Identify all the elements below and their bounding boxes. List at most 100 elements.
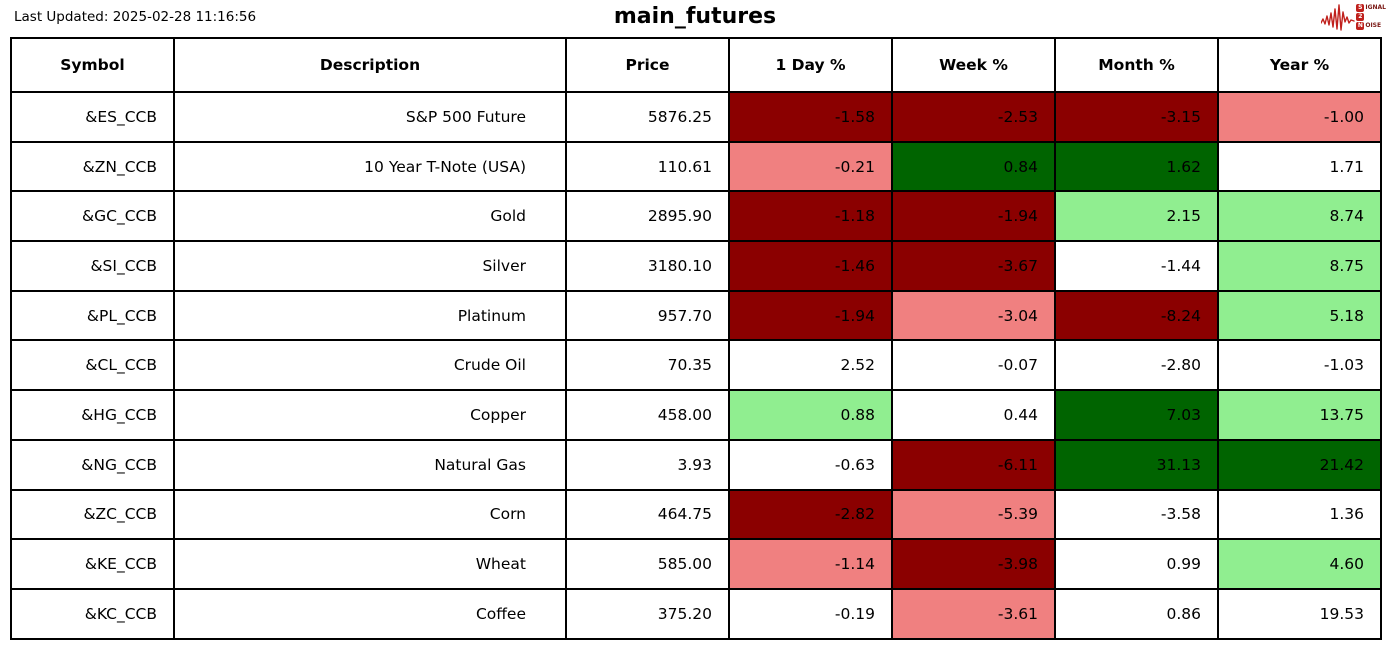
symbol-cell: &PL_CCB <box>10 289 175 342</box>
year-pct-cell: 21.42 <box>1217 438 1382 491</box>
page-title: main_futures <box>613 4 777 29</box>
description-cell: Gold <box>173 190 567 243</box>
month-pct-cell: -8.24 <box>1054 289 1219 342</box>
symbol-cell: &ES_CCB <box>10 91 175 143</box>
signal2noise-logo: S IGNAL 2 N OISE <box>1321 2 1386 32</box>
year-pct-cell: 13.75 <box>1217 389 1382 441</box>
week-pct-cell: -3.67 <box>891 240 1056 292</box>
year-pct-cell: 1.71 <box>1217 140 1382 193</box>
year-pct-cell: 19.53 <box>1217 587 1382 640</box>
month-pct-cell: -2.80 <box>1054 339 1219 392</box>
symbol-cell: &ZN_CCB <box>10 140 175 193</box>
week-pct-cell: -2.53 <box>891 91 1056 143</box>
week-pct-cell: -3.04 <box>891 289 1056 342</box>
logo-line-signal: S IGNAL <box>1356 4 1386 12</box>
day-pct-cell: -1.18 <box>728 190 893 243</box>
day-pct-cell: -1.94 <box>728 289 893 342</box>
symbol-cell: &KC_CCB <box>10 587 175 640</box>
month-pct-cell: 0.86 <box>1054 587 1219 640</box>
column-header-price: Price <box>565 37 730 93</box>
year-pct-cell: 4.60 <box>1217 538 1382 590</box>
month-pct-cell: 0.99 <box>1054 538 1219 590</box>
price-cell: 2895.90 <box>565 190 730 243</box>
price-cell: 464.75 <box>565 488 730 541</box>
symbol-cell: &GC_CCB <box>10 190 175 243</box>
description-cell: Platinum <box>173 289 567 342</box>
table-row: &KE_CCB Wheat 585.00 -1.14 -3.98 0.99 4.60 <box>10 538 1382 590</box>
description-cell: 10 Year T-Note (USA) <box>173 140 567 193</box>
description-cell: Natural Gas <box>173 438 567 491</box>
table-row: &ZC_CCB Corn 464.75 -2.82 -5.39 -3.58 1.36 <box>10 488 1382 541</box>
table-row: &GC_CCB Gold 2895.90 -1.18 -1.94 2.15 8.74 <box>10 190 1382 243</box>
table-row: &KC_CCB Coffee 375.20 -0.19 -3.61 0.86 19.53 <box>10 587 1382 640</box>
price-cell: 3.93 <box>565 438 730 491</box>
day-pct-cell: -2.82 <box>728 488 893 541</box>
price-cell: 3180.10 <box>565 240 730 292</box>
waveform-icon <box>1321 4 1356 31</box>
year-pct-cell: -1.03 <box>1217 339 1382 392</box>
description-cell: Silver <box>173 240 567 292</box>
week-pct-cell: -0.07 <box>891 339 1056 392</box>
table-row: &NG_CCB Natural Gas 3.93 -0.63 -6.11 31.13 21.… <box>10 438 1382 491</box>
symbol-cell: &CL_CCB <box>10 339 175 392</box>
month-pct-cell: 2.15 <box>1054 190 1219 243</box>
week-pct-cell: -1.94 <box>891 190 1056 243</box>
month-pct-cell: -3.15 <box>1054 91 1219 143</box>
last-updated-label: Last Updated: 2025-02-28 11:16:56 <box>14 9 257 25</box>
description-cell: Corn <box>173 488 567 541</box>
month-pct-cell: -3.58 <box>1054 488 1219 541</box>
price-cell: 375.20 <box>565 587 730 640</box>
year-pct-cell: 1.36 <box>1217 488 1382 541</box>
year-pct-cell: 8.75 <box>1217 240 1382 292</box>
description-cell: Coffee <box>173 587 567 640</box>
column-header-month: Month % <box>1054 37 1219 93</box>
year-pct-cell: 5.18 <box>1217 289 1382 342</box>
table-row: &HG_CCB Copper 458.00 0.88 0.44 7.03 13.75 <box>10 389 1382 441</box>
logo-rest-ignal: IGNAL <box>1365 4 1386 11</box>
day-pct-cell: 2.52 <box>728 339 893 392</box>
futures-table-body: &ES_CCB S&P 500 Future 5876.25 -1.58 -2.53 -3… <box>10 91 1382 640</box>
table-row: &PL_CCB Platinum 957.70 -1.94 -3.04 -8.24 5.18 <box>10 289 1382 342</box>
logo-letter-s: S <box>1356 4 1365 12</box>
week-pct-cell: 0.84 <box>891 140 1056 193</box>
logo-letter-n: N <box>1356 22 1365 30</box>
week-pct-cell: -5.39 <box>891 488 1056 541</box>
month-pct-cell: 1.62 <box>1054 140 1219 193</box>
day-pct-cell: -0.19 <box>728 587 893 640</box>
price-cell: 957.70 <box>565 289 730 342</box>
week-pct-cell: -3.61 <box>891 587 1056 640</box>
futures-table: Symbol Description Price 1 Day % Week % Month… <box>10 37 1382 640</box>
day-pct-cell: -1.46 <box>728 240 893 292</box>
price-cell: 585.00 <box>565 538 730 590</box>
table-row: &SI_CCB Silver 3180.10 -1.46 -3.67 -1.44 8.75 <box>10 240 1382 292</box>
week-pct-cell: -6.11 <box>891 438 1056 491</box>
month-pct-cell: -1.44 <box>1054 240 1219 292</box>
day-pct-cell: -1.14 <box>728 538 893 590</box>
description-cell: S&P 500 Future <box>173 91 567 143</box>
logo-line-noise: N OISE <box>1356 22 1386 30</box>
logo-line-2: 2 <box>1356 13 1386 21</box>
day-pct-cell: -0.63 <box>728 438 893 491</box>
week-pct-cell: 0.44 <box>891 389 1056 441</box>
column-header-description: Description <box>173 37 567 93</box>
price-cell: 5876.25 <box>565 91 730 143</box>
column-header-week: Week % <box>891 37 1056 93</box>
description-cell: Crude Oil <box>173 339 567 392</box>
day-pct-cell: -0.21 <box>728 140 893 193</box>
price-cell: 110.61 <box>565 140 730 193</box>
description-cell: Copper <box>173 389 567 441</box>
symbol-cell: &HG_CCB <box>10 389 175 441</box>
description-cell: Wheat <box>173 538 567 590</box>
table-row: &CL_CCB Crude Oil 70.35 2.52 -0.07 -2.80 -1.03 <box>10 339 1382 392</box>
column-header-year: Year % <box>1217 37 1382 93</box>
logo-letter-2: 2 <box>1356 13 1365 21</box>
logo-text: S IGNAL 2 N OISE <box>1356 4 1386 30</box>
symbol-cell: &SI_CCB <box>10 240 175 292</box>
price-cell: 70.35 <box>565 339 730 392</box>
week-pct-cell: -3.98 <box>891 538 1056 590</box>
year-pct-cell: 8.74 <box>1217 190 1382 243</box>
column-header-day: 1 Day % <box>728 37 893 93</box>
year-pct-cell: -1.00 <box>1217 91 1382 143</box>
month-pct-cell: 7.03 <box>1054 389 1219 441</box>
column-header-symbol: Symbol <box>10 37 175 93</box>
